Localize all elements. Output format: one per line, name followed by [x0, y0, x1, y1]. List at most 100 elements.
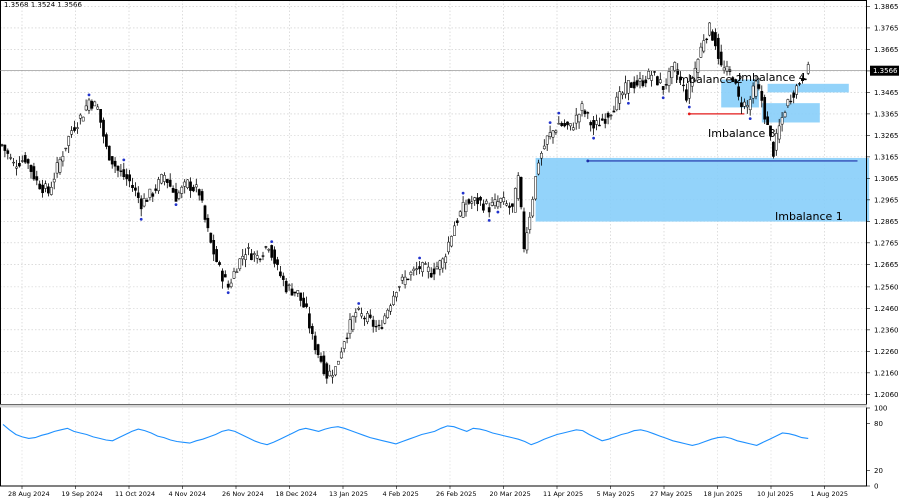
- candle-body: [78, 114, 82, 119]
- candle-body: [264, 246, 268, 248]
- candle-body: [151, 193, 155, 197]
- time-tick-label: 18 Dec 2024: [276, 490, 318, 498]
- candle-body: [676, 69, 680, 75]
- fractal-up-marker: [357, 302, 361, 305]
- candle-body: [641, 80, 645, 87]
- candle-body: [206, 217, 210, 229]
- candle-body: [650, 74, 653, 81]
- candle-body: [397, 286, 401, 288]
- candle-body: [490, 202, 494, 206]
- imbalance-zones: [535, 79, 870, 222]
- zone-labels: Imbalance 1 Imbalance 2 Imbalance 3 Imbalan…: [675, 71, 843, 223]
- candle-body: [284, 280, 288, 293]
- candle-body: [595, 120, 598, 125]
- candle-body: [93, 101, 97, 107]
- candle-body: [287, 284, 291, 286]
- candle-body: [374, 325, 378, 328]
- candle-body: [638, 78, 642, 82]
- candle-body: [99, 109, 102, 123]
- candle-body: [229, 282, 233, 287]
- candle-body: [540, 152, 543, 159]
- candle-body: [250, 253, 253, 261]
- candle-body: [279, 271, 282, 277]
- time-tick-label: 1 Aug 2025: [811, 490, 849, 498]
- candle-body: [719, 51, 723, 66]
- candle-body: [273, 249, 276, 264]
- candle-body: [748, 99, 752, 111]
- candle-body: [774, 133, 778, 151]
- price-tick-label: 1.3665: [874, 46, 899, 54]
- candle-body: [32, 166, 36, 180]
- candle-body: [368, 314, 372, 318]
- candle-body: [337, 360, 340, 365]
- osc-tick-label: 0: [874, 483, 878, 491]
- candle-body: [548, 132, 552, 137]
- price-tick-label: 1.2160: [874, 369, 899, 377]
- fractal-up-marker: [270, 240, 274, 244]
- candle-body: [421, 262, 424, 273]
- candle-body: [757, 84, 761, 89]
- time-tick-label: 18 Jun 2025: [704, 490, 743, 498]
- panel-frames: [0, 0, 867, 487]
- fractal-markers: [87, 93, 752, 305]
- candle-body: [67, 136, 71, 146]
- candle-body: [47, 186, 50, 194]
- candle-body: [316, 344, 320, 356]
- price-tick-label: 1.2260: [874, 348, 899, 356]
- candle-body: [157, 179, 160, 192]
- candle-body: [583, 110, 587, 115]
- candle-body: [455, 220, 459, 223]
- candle-body: [41, 184, 44, 194]
- candle-body: [342, 341, 346, 349]
- candle-body: [281, 275, 285, 280]
- candle-body: [154, 188, 158, 191]
- candle-body: [223, 274, 227, 278]
- candle-body: [801, 78, 804, 82]
- candle-body: [513, 188, 517, 213]
- candle-body: [432, 268, 436, 275]
- candle-body: [560, 122, 564, 126]
- candle-body: [612, 110, 616, 113]
- candle-body: [44, 183, 47, 189]
- price-tick-label: 1.2965: [874, 196, 899, 204]
- time-tick-label: 4 Feb 2025: [383, 490, 419, 498]
- candle-body: [473, 197, 477, 201]
- candle-body: [389, 305, 392, 312]
- candle-body: [424, 263, 427, 265]
- candle-body: [357, 307, 361, 310]
- candle-body: [780, 117, 784, 125]
- fractal-up-marker: [122, 158, 126, 162]
- candle-body: [84, 105, 88, 111]
- candle-body: [418, 266, 421, 270]
- candle-body: [569, 123, 572, 127]
- candle-body: [502, 197, 506, 203]
- fractal-up-marker: [548, 121, 552, 125]
- candle-body: [644, 79, 648, 84]
- price-tick-label: 1.3465: [874, 89, 899, 97]
- candle-body: [806, 64, 810, 74]
- candle-body: [148, 188, 152, 198]
- candle-body: [351, 316, 355, 330]
- fractal-down-marker: [748, 117, 752, 121]
- candle-body: [629, 82, 633, 88]
- candle-body: [322, 355, 326, 375]
- candle-body: [296, 290, 300, 294]
- candle-body: [708, 22, 711, 36]
- imbalance-zone-4: [767, 83, 849, 93]
- candle-body: [551, 130, 555, 138]
- panel-splitter[interactable]: [0, 404, 867, 408]
- imbalance-label-1: Imbalance 1: [775, 210, 843, 223]
- candle-body: [258, 258, 262, 261]
- candle-body: [476, 197, 479, 205]
- candle-body: [670, 66, 674, 78]
- candle-body: [685, 89, 688, 101]
- candle-body: [429, 272, 433, 278]
- price-tick-label: 1.3765: [874, 24, 899, 32]
- candle-body: [180, 186, 184, 194]
- candle-body: [177, 192, 181, 199]
- candle-body: [116, 165, 120, 171]
- candle-body: [577, 114, 581, 123]
- price-tick-label: 1.2865: [874, 218, 899, 226]
- candle-body: [740, 102, 743, 108]
